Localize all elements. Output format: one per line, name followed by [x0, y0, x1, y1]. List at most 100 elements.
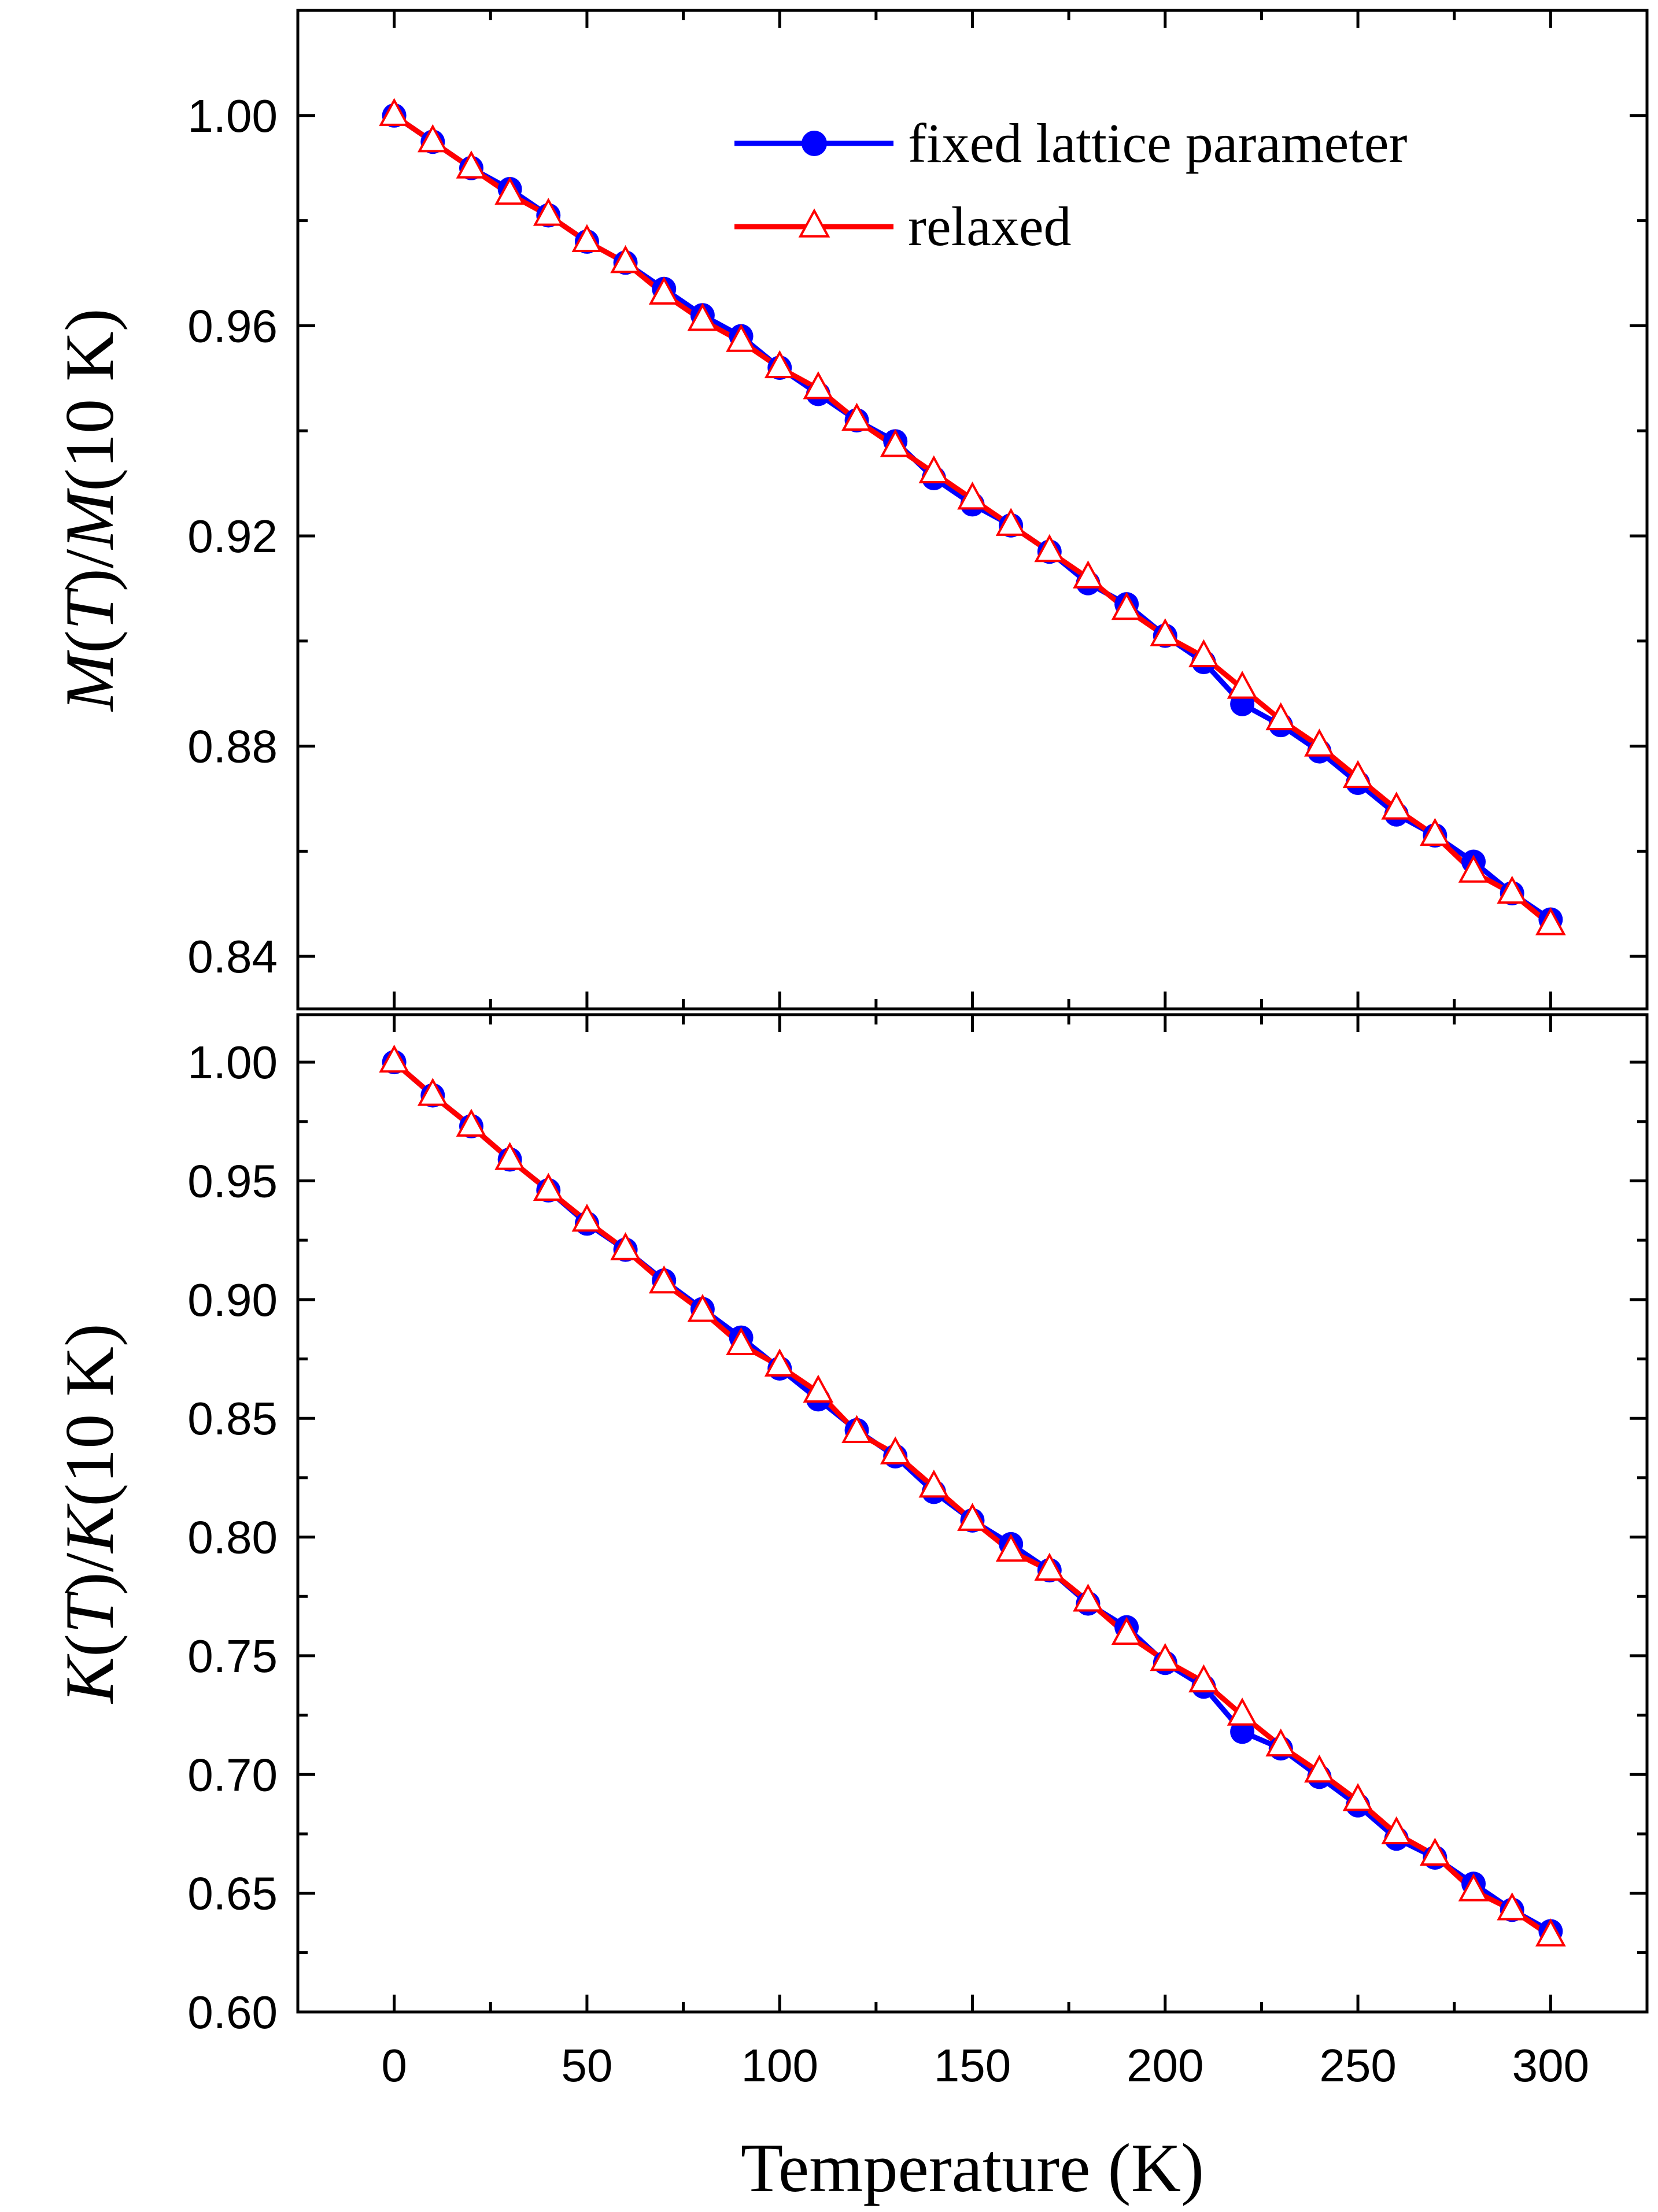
data-point-relaxed: [379, 1044, 410, 1073]
x-tick-label: 150: [934, 2040, 1011, 2091]
data-point-relaxed: [456, 1108, 487, 1137]
x-axis-title: Temperature (K): [741, 2129, 1204, 2206]
data-point-relaxed: [764, 1348, 795, 1377]
data-point-relaxed: [533, 198, 564, 226]
data-point-relaxed: [687, 1293, 718, 1322]
data-point-relaxed: [1304, 728, 1335, 757]
y-axis-title: M(T)/M(10 K): [51, 308, 128, 712]
data-point-relaxed: [1535, 907, 1566, 935]
data-point-relaxed: [1034, 534, 1065, 563]
data-point-relaxed: [1497, 875, 1528, 904]
data-point-relaxed: [803, 1374, 834, 1403]
data-point-relaxed: [1150, 618, 1181, 646]
data-point-relaxed: [494, 1142, 525, 1170]
y-tick-label: 0.96: [187, 300, 278, 352]
data-point-relaxed: [1111, 1617, 1142, 1645]
legend-label: fixed lattice parameter: [908, 112, 1408, 174]
data-point-relaxed: [1381, 1816, 1412, 1845]
y-tick-label: 0.80: [187, 1512, 278, 1563]
data-point-relaxed: [456, 150, 487, 179]
panel-bottom-anisotropy: 0 50 100 150 200 250 300 0.60 0.65 0.70 0.75 0.80 0.…: [51, 1013, 1649, 2206]
data-point-fixed: [1230, 1719, 1255, 1744]
data-point-relaxed: [1188, 1664, 1219, 1693]
y-tick-label: 0.90: [187, 1274, 278, 1326]
data-point-relaxed: [1034, 1552, 1065, 1581]
data-point-relaxed: [918, 455, 950, 483]
data-point-relaxed: [1073, 560, 1103, 589]
x-tick-label: 250: [1319, 2040, 1396, 2091]
data-point-relaxed: [1188, 639, 1219, 668]
y-axis-title-part: K: [51, 1654, 128, 1704]
data-point-relaxed: [1342, 760, 1373, 789]
data-point-relaxed: [571, 224, 603, 253]
data-point-relaxed: [648, 1265, 680, 1294]
y-axis-title-part: K: [51, 1503, 128, 1554]
data-point-relaxed: [880, 1436, 911, 1464]
data-point-relaxed: [957, 481, 988, 510]
data-point-relaxed: [1458, 1873, 1489, 1902]
data-point-relaxed: [1150, 1643, 1181, 1671]
data-point-relaxed: [1304, 1754, 1335, 1783]
y-tick-label: 0.85: [187, 1393, 278, 1444]
data-point-relaxed: [571, 1203, 603, 1232]
y-axis-title-part: M: [51, 650, 128, 712]
data-point-relaxed: [1342, 1783, 1373, 1811]
y-axis-title-part: T: [51, 587, 128, 630]
y-axis-title-part: (10 K): [51, 308, 128, 491]
y-axis-title-part: (: [51, 630, 128, 653]
y-tick-label: 0.65: [187, 1868, 278, 1919]
y-axis-title-part: )/: [51, 549, 128, 591]
y-axis-title-part: (: [51, 1634, 128, 1657]
data-point-relaxed: [1073, 1584, 1103, 1612]
y-axis-title-part: T: [51, 1591, 128, 1634]
y-tick-label: 0.75: [187, 1630, 278, 1682]
x-tick-label: 0: [381, 2040, 407, 2091]
x-tick-label: 300: [1512, 2040, 1589, 2091]
y-axis-title: K(T)/K(10 K): [51, 1323, 128, 1704]
y-tick-label: 0.84: [187, 931, 278, 982]
y-axis-title-part: M: [51, 488, 128, 550]
data-point-relaxed: [726, 324, 756, 352]
legend-marker-triangle: [798, 208, 830, 238]
data-point-relaxed: [1265, 1728, 1297, 1757]
data-point-relaxed: [610, 1232, 641, 1260]
data-point-relaxed: [841, 1415, 872, 1443]
y-tick-label: 1.00: [187, 90, 278, 142]
y-tick-label: 0.70: [187, 1749, 278, 1800]
data-point-relaxed: [764, 350, 795, 379]
data-point-relaxed: [995, 508, 1026, 536]
data-point-relaxed: [918, 1469, 950, 1498]
data-point-relaxed: [995, 1533, 1026, 1562]
y-tick-label: 0.95: [187, 1156, 278, 1207]
data-point-relaxed: [1265, 702, 1297, 731]
x-tick-label: 200: [1127, 2040, 1203, 2091]
data-point-relaxed: [1227, 1697, 1258, 1726]
y-tick-label: 0.88: [187, 721, 278, 772]
data-point-relaxed: [687, 302, 718, 331]
y-axis-title-part: )/: [51, 1552, 128, 1595]
data-point-relaxed: [803, 371, 834, 400]
x-tick-label: 100: [741, 2040, 818, 2091]
x-tick-label: 50: [561, 2040, 612, 2091]
data-point-relaxed: [841, 402, 872, 431]
legend: fixed lattice parameter relaxed: [734, 112, 1408, 257]
data-point-relaxed: [726, 1327, 756, 1355]
panel-top-magnetization: 0.840.880.920.961.00M(T)/M(10 K): [51, 9, 1649, 1011]
data-point-relaxed: [533, 1172, 564, 1201]
data-point-relaxed: [1535, 1918, 1566, 1947]
data-point-relaxed: [1227, 671, 1258, 699]
data-point-relaxed: [417, 124, 448, 153]
data-point-relaxed: [1497, 1892, 1528, 1921]
data-point-relaxed: [610, 245, 641, 273]
data-point-relaxed: [1111, 591, 1142, 620]
data-point-relaxed: [494, 176, 525, 205]
legend-marker-circle: [802, 131, 827, 156]
y-tick-label: 0.92: [187, 511, 278, 562]
data-point-relaxed: [880, 428, 911, 457]
data-point-relaxed: [1420, 818, 1450, 846]
y-tick-label: 0.60: [187, 1987, 278, 2038]
data-point-relaxed: [1381, 791, 1412, 820]
data-point-relaxed: [648, 276, 680, 305]
data-point-relaxed: [417, 1078, 448, 1106]
